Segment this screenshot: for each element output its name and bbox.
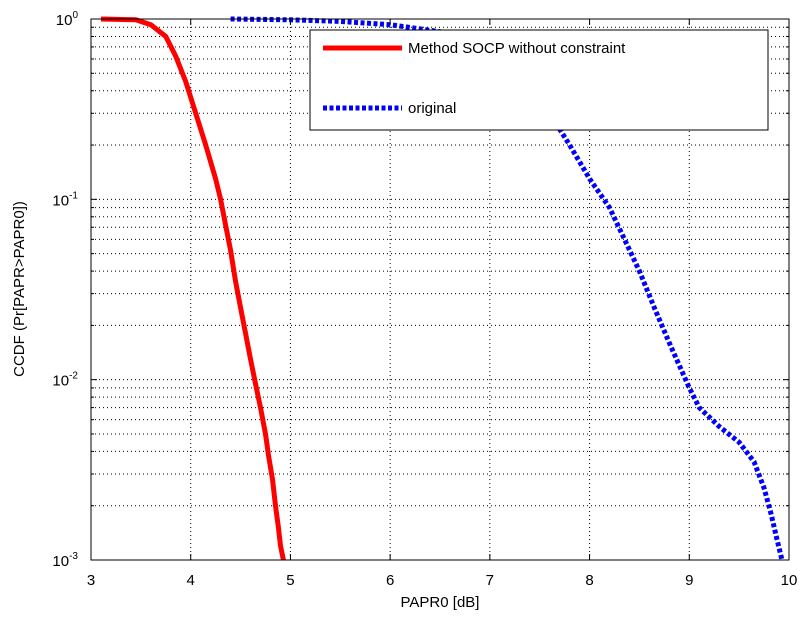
y-tick-label: 100 xyxy=(56,10,79,29)
y-tick-labels: 10-3 10-2 10-1 100 xyxy=(52,10,78,570)
x-tick-label: 4 xyxy=(187,572,195,589)
y-tick-label: 10-3 xyxy=(52,551,78,570)
x-tick-label: 5 xyxy=(286,572,294,589)
x-tick-label: 10 xyxy=(781,572,798,589)
tick-marks xyxy=(90,19,790,561)
x-tick-label: 7 xyxy=(486,572,494,589)
legend-label-series-1: Method SOCP without constraint xyxy=(408,40,626,57)
y-axis-title: CCDF (Pr[PAPR>PAPR0]) xyxy=(11,201,28,377)
x-tick-labels: 3 4 5 6 7 8 9 10 xyxy=(87,572,798,589)
plot-frame xyxy=(90,18,790,561)
y-tick-label: 10-1 xyxy=(52,190,78,209)
x-tick-label: 9 xyxy=(685,572,693,589)
legend-label-series-2: original xyxy=(408,100,456,117)
series-line-1 xyxy=(100,16,286,561)
x-tick-label: 3 xyxy=(87,572,95,589)
legend: Method SOCP without constraint original xyxy=(309,29,769,131)
x-axis-title: PAPR0 [dB] xyxy=(401,594,480,611)
x-tick-label: 6 xyxy=(386,572,394,589)
y-tick-label: 10-2 xyxy=(52,371,78,390)
x-tick-label: 8 xyxy=(585,572,593,589)
